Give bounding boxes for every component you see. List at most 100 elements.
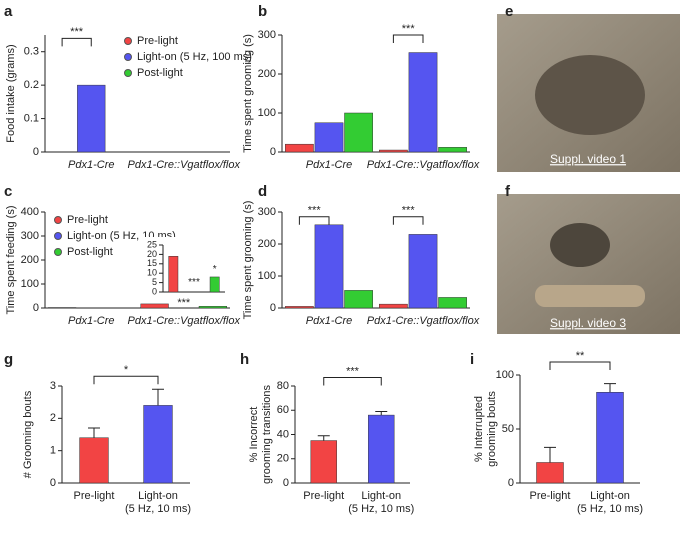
bar: [344, 112, 373, 153]
bar: [314, 224, 344, 309]
significance: ***: [188, 277, 200, 288]
significance: **: [576, 350, 585, 362]
error-bar: [375, 410, 388, 416]
x-tick-label: Pdx1-Cre: [68, 159, 114, 171]
video-caption[interactable]: Suppl. video 3: [550, 316, 626, 330]
y-tick-label: 20: [147, 249, 157, 259]
y-tick-label: 40: [277, 428, 289, 440]
significance: *: [213, 264, 217, 275]
y-tick-label: 300: [258, 206, 276, 218]
y-tick-label: 60: [277, 404, 289, 416]
x-tick-label: Pdx1-Cre::Vgatflox/flox: [367, 315, 480, 327]
y-tick-label: 0: [33, 302, 39, 314]
bar: [379, 303, 408, 309]
x-tick-label: Pdx1-Cre: [68, 315, 114, 327]
significance-bracket: [549, 361, 611, 371]
y-axis-label: % Interrupted: [473, 396, 485, 462]
y-tick-label: 200: [258, 238, 276, 250]
significance-bracket: [392, 216, 424, 225]
panel-label: e: [505, 3, 513, 20]
y-tick-label: 0: [270, 302, 276, 314]
significance-bracket: [61, 37, 92, 47]
error-bar: [88, 427, 100, 438]
bar: [536, 462, 564, 484]
significance-bracket: [392, 34, 424, 43]
panel-label: c: [4, 183, 12, 200]
panel-label: f: [505, 183, 511, 200]
panel-label: i: [470, 351, 474, 368]
y-axis-label: Time spent feeding (s): [5, 205, 17, 314]
x-tick-label: (5 Hz, 10 ms): [577, 503, 643, 515]
x-tick-label: Pre-light: [530, 490, 571, 502]
legend-label: Light-on (5 Hz, 100 ms): [137, 51, 252, 63]
mouse: [550, 223, 610, 267]
x-tick-label: Pre-light: [303, 490, 344, 502]
significance: *: [211, 292, 216, 304]
y-tick-label: 0: [270, 146, 276, 158]
food-pellets: [535, 285, 645, 307]
y-tick-label: 100: [496, 369, 514, 381]
bar: [77, 84, 106, 153]
bar: [344, 290, 373, 309]
bar: [168, 256, 179, 293]
legend-marker: [54, 216, 62, 224]
bar: [368, 414, 395, 484]
y-tick-label: 80: [277, 380, 289, 392]
legend-label: Pre-light: [67, 214, 108, 226]
x-tick-label: Light-on: [361, 490, 401, 502]
y-tick-label: 10: [147, 268, 157, 278]
y-axis-label: # Grooming bouts: [22, 390, 34, 478]
mouse: [535, 55, 645, 135]
panel-label: h: [240, 351, 249, 368]
error-bar: [152, 388, 164, 406]
y-axis-label: Time spent grooming (s): [242, 201, 254, 320]
bar: [198, 306, 228, 309]
bar: [209, 276, 220, 293]
y-tick-label: 1: [50, 445, 56, 457]
bar: [379, 149, 408, 153]
x-tick-label: Pdx1-Cre::Vgatflox/flox: [128, 159, 241, 171]
y-axis-label: grooming bouts: [486, 391, 498, 467]
error-bar: [317, 435, 330, 441]
x-tick-label: Pdx1-Cre::Vgatflox/flox: [128, 315, 241, 327]
panel-label: g: [4, 351, 13, 368]
panel-label: d: [258, 183, 267, 200]
legend-marker: [124, 37, 132, 45]
bar: [596, 392, 624, 484]
y-tick-label: 200: [258, 68, 276, 80]
legend-marker: [124, 53, 132, 61]
x-tick-label: Pdx1-Cre: [306, 159, 352, 171]
bar: [408, 234, 438, 309]
significance: ***: [346, 365, 360, 377]
y-tick-label: 0: [33, 146, 39, 158]
panel-label: a: [4, 3, 13, 20]
legend-marker: [54, 232, 62, 240]
x-tick-label: Light-on: [590, 490, 630, 502]
y-tick-label: 20: [277, 453, 289, 465]
bar: [285, 143, 314, 153]
bar: [79, 437, 109, 484]
legend-marker: [124, 69, 132, 77]
significance: ***: [177, 297, 191, 309]
y-axis-label: % Incorrect: [248, 407, 260, 463]
y-tick-label: 15: [147, 258, 157, 268]
x-tick-label: Pdx1-Cre: [306, 315, 352, 327]
significance: ***: [308, 205, 322, 217]
legend-label: Pre-light: [137, 35, 178, 47]
x-tick-label: (5 Hz, 10 ms): [348, 503, 414, 515]
y-tick-label: 100: [21, 278, 39, 290]
y-axis-label: Food intake (grams): [5, 44, 17, 142]
legend-marker: [54, 248, 62, 256]
x-tick-label: Light-on: [138, 490, 178, 502]
y-tick-label: 50: [502, 423, 514, 435]
significance: ***: [402, 205, 416, 217]
y-tick-label: 0.1: [24, 112, 39, 124]
video-caption[interactable]: Suppl. video 1: [550, 152, 626, 166]
y-tick-label: 100: [258, 107, 276, 119]
bar: [310, 440, 337, 484]
bar: [140, 303, 169, 309]
y-tick-label: 0.3: [24, 46, 39, 58]
significance-bracket: [323, 377, 382, 386]
y-tick-label: 0: [50, 477, 56, 489]
